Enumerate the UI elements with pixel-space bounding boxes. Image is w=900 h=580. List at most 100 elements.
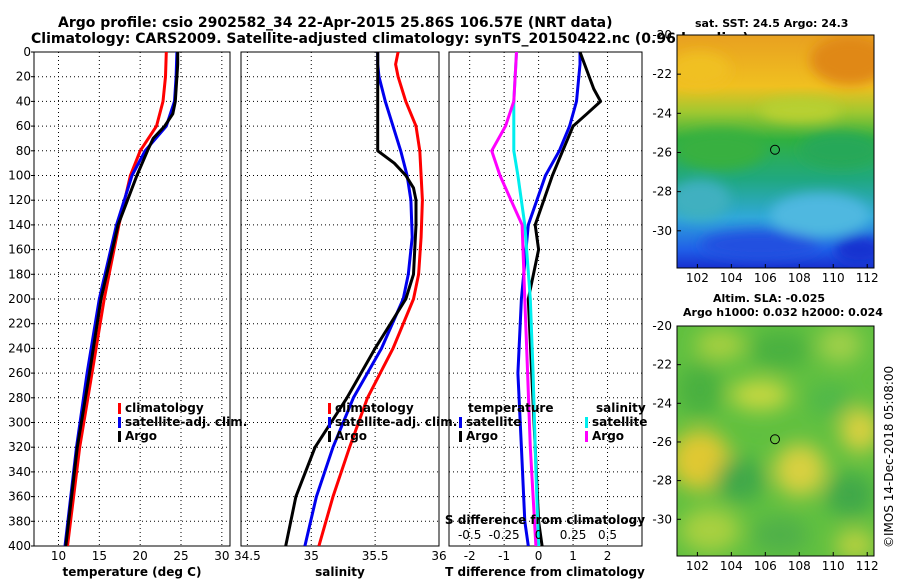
plot-frame [33,51,231,547]
map-y-tick-label: -24 [652,106,672,120]
map-x-tick-label: 108 [788,559,811,573]
x-tick-label: 2 [604,549,612,563]
x-tick-label: 25 [173,549,188,563]
depth-tick-label: 400 [8,539,31,553]
map-y-tick-label: -28 [652,474,672,488]
sla-argo-marker [769,434,780,445]
series-line-argo [284,52,418,546]
depth-tick-label: 40 [16,94,31,108]
depth-tick-label: 280 [8,391,31,405]
s-tick-label: -0.25 [489,528,520,542]
legend-label: Argo [125,429,157,443]
x-tick-label: -2 [464,549,476,563]
map-x-tick-label: 104 [720,559,743,573]
legend-label: satellite-adj. clim. [335,415,457,429]
depth-tick-label: 160 [8,243,31,257]
legend-swatch [118,417,121,428]
map-x-tick-label: 104 [720,271,743,285]
legend-label: satellite-adj. clim. [125,415,247,429]
legend-label: climatology [335,401,414,415]
sla-map-axes: 102 104 106 108 110 112 -20 -22 -24 -26 -28 -30 [652,319,878,573]
plot-frame [240,51,440,547]
depth-tick-label: 380 [8,514,31,528]
series-group [284,52,424,546]
map-y-tick-label: -24 [652,396,672,410]
s-tick-label: 0 [535,528,543,542]
x-axis-label: temperature (deg C) [63,565,202,579]
series-line-climatology [66,52,168,546]
series-line-t-satellite [516,52,582,546]
salinity-panel: 34.5 35 35.5 36 salinity climatologysatellite… [234,51,457,579]
sla-map-title-1: Altim. SLA: -0.025 [713,292,825,305]
x-tick-label: 15 [92,549,107,563]
sst-map-frame [676,34,875,269]
title-line-2: Climatology: CARS2009. Satellite-adjuste… [31,31,749,47]
map-y-tick-label: -30 [652,512,672,526]
legend-label: Argo [592,429,624,443]
map-x-tick-label: 106 [754,271,777,285]
map-y-tick-label: -22 [652,67,672,81]
depth-tick-label: 180 [8,267,31,281]
x-tick-label: 20 [133,549,148,563]
depth-tick-label: 0 [23,45,31,59]
series-line-s-argo [490,52,538,546]
map-x-tick-label: 112 [856,271,879,285]
map-y-tick-label: -22 [652,358,672,372]
legend-swatch [118,403,121,414]
plot-frame [448,51,643,547]
s-tick-label: -0.5 [458,528,481,542]
depth-tick-label: 200 [8,292,31,306]
map-x-tick-label: 102 [686,559,709,573]
depth-tick-label: 120 [8,193,31,207]
map-y-tick-label: -20 [652,28,672,42]
depth-tick-label: 300 [8,416,31,430]
x-tick-label: 34.5 [234,549,261,563]
depth-tick-label: 60 [16,119,31,133]
series-line-climatology [317,52,424,546]
sst-map-title: sat. SST: 24.5 Argo: 24.3 [695,17,848,30]
depth-tick-label: 320 [8,440,31,454]
x-tick-label: 30 [214,549,229,563]
legend-swatch [118,431,121,442]
title-line-1: Argo profile: csio 2902582_34 22-Apr-201… [58,15,613,31]
legend-title-salinity: salinity [596,401,646,415]
legend-label: satellite [466,415,521,429]
x-tick-label: 35.5 [362,549,389,563]
series-line-satellite-adj-clim- [63,52,179,546]
x-tick-label: 36 [431,549,446,563]
map-x-tick-label: 106 [754,559,777,573]
map-x-tick-label: 102 [686,271,709,285]
x-tick-label: 1 [569,549,577,563]
sst-argo-marker [769,144,780,155]
x-axis-label: T difference from climatology [445,565,645,579]
depth-tick-label: 340 [8,465,31,479]
legend-label: Argo [466,429,498,443]
legend-swatch [328,403,331,414]
sla-map-frame [676,325,875,557]
legend-label: climatology [125,401,204,415]
s-difference-label: S difference from climatology [445,513,645,527]
depth-tick-label: 80 [16,144,31,158]
series-line-s-satellite [512,52,541,546]
sst-map-axes: 102 104 106 108 110 112 -20 -22 -24 -26 -28 -30 [652,28,878,285]
sla-map [677,326,874,556]
x-tick-label: 10 [51,549,66,563]
map-x-tick-label: 112 [856,559,879,573]
map-x-tick-label: 110 [822,559,845,573]
map-y-tick-label: -30 [652,224,672,238]
map-y-tick-label: -26 [652,435,672,449]
temperature-panel: 0 20 40 60 80 100 120 140 160 180 200 220 240 260 280 3… [8,45,247,579]
legend-swatch [459,431,462,442]
s-tick-label: 0.5 [598,528,617,542]
imos-timestamp: ©IMOS 14-Dec-2018 05:08:00 [882,366,896,548]
map-y-tick-label: -20 [652,319,672,333]
legend-swatch [328,431,331,442]
legend-label: Argo [335,429,367,443]
legend-swatch [585,431,588,442]
sla-map-title-2: Argo h1000: 0.032 h2000: 0.024 [683,306,883,319]
depth-tick-label: 360 [8,490,31,504]
series-line-satellite-adj-clim- [303,52,414,546]
series-line-argo [64,52,180,546]
depth-tick-label: 140 [8,218,31,232]
